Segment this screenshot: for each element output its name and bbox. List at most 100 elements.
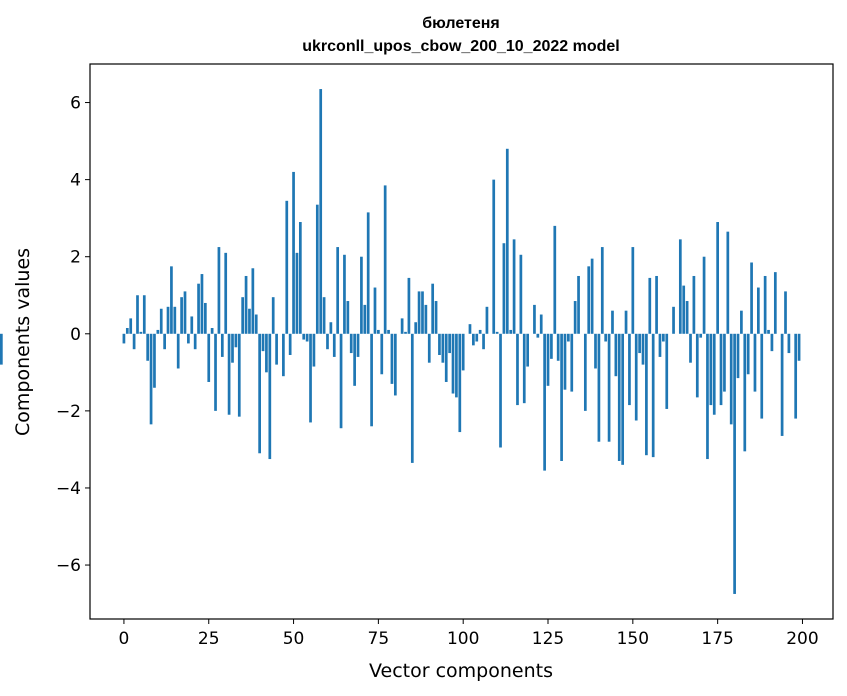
x-axis-ticks: 0 25 50 75 100 125 150 175 200 (119, 619, 819, 649)
bar (468, 324, 472, 334)
bar (285, 200, 289, 334)
bar (149, 333, 153, 425)
bar (193, 333, 197, 350)
bar (197, 283, 200, 334)
bar (539, 314, 543, 334)
bar (509, 329, 513, 334)
bar (444, 333, 448, 382)
bar (383, 185, 387, 334)
bar (427, 333, 431, 363)
bar (550, 333, 553, 359)
bar (421, 291, 424, 334)
bars-group (0, 89, 801, 594)
bar (492, 179, 496, 334)
bar (604, 333, 608, 342)
bar (129, 318, 133, 334)
bar (689, 333, 692, 363)
bar (336, 247, 340, 334)
bar (485, 306, 489, 334)
y-tick-label: −6 (56, 556, 81, 576)
bar (343, 254, 346, 334)
x-tick-label: 125 (532, 629, 564, 649)
bar (780, 333, 784, 436)
bar (451, 333, 455, 394)
bar (526, 333, 530, 367)
bar (716, 222, 719, 334)
x-axis-label: Vector components (369, 660, 553, 682)
bar (339, 333, 343, 429)
bar (614, 333, 618, 377)
y-tick-label: 6 (70, 94, 81, 114)
bar (621, 333, 625, 465)
bar (153, 333, 156, 388)
bar (740, 310, 743, 334)
bar (271, 297, 275, 334)
bar (448, 333, 451, 354)
bar (360, 256, 363, 334)
bar (217, 247, 221, 334)
bar (407, 277, 411, 334)
bar (156, 329, 160, 334)
bar (370, 333, 373, 427)
bar (417, 291, 421, 334)
bar (312, 333, 316, 367)
bar (380, 333, 384, 375)
bar (187, 333, 190, 344)
plot-area-frame (89, 63, 834, 620)
bar (353, 333, 356, 386)
bar (190, 316, 194, 334)
bar (556, 333, 560, 361)
bar (163, 333, 166, 350)
bar (349, 333, 353, 354)
bar (207, 333, 211, 382)
x-tick-label: 75 (368, 629, 390, 649)
bar (682, 285, 686, 334)
y-axis-ticks: −6 −4 −2 0 2 4 6 (56, 94, 90, 576)
bar (767, 329, 770, 334)
bar (594, 333, 597, 369)
bar (231, 333, 234, 363)
bar (662, 333, 665, 342)
bar (237, 333, 241, 417)
bar (244, 275, 248, 334)
bar (366, 212, 370, 334)
bar (787, 333, 791, 354)
bar (773, 272, 777, 334)
bar (298, 222, 302, 334)
bar (502, 243, 506, 334)
bar (329, 322, 333, 334)
bar (628, 333, 631, 406)
bar (645, 333, 648, 456)
bar (475, 333, 479, 342)
bar (288, 333, 292, 355)
bar (251, 268, 255, 334)
bar (794, 333, 798, 419)
bar (176, 333, 180, 369)
bar (265, 333, 268, 373)
bar (482, 333, 485, 350)
bar (261, 333, 265, 352)
x-tick-label: 25 (198, 629, 220, 649)
bar (685, 301, 689, 334)
bar (132, 333, 136, 350)
bar (763, 275, 767, 334)
bar (702, 256, 706, 334)
bar (275, 333, 278, 365)
bar (522, 333, 526, 404)
bar (234, 333, 238, 348)
bar (200, 274, 204, 334)
bar (224, 252, 228, 334)
bar (295, 252, 299, 334)
bar (183, 291, 187, 334)
bar (461, 333, 465, 371)
bar (570, 333, 574, 392)
bar (227, 333, 231, 415)
bar (173, 306, 177, 334)
bar (319, 89, 323, 334)
bar (170, 266, 173, 334)
x-tick-label: 150 (617, 629, 649, 649)
bar (438, 333, 441, 355)
bar (166, 306, 170, 334)
bar (393, 333, 397, 396)
bar (600, 247, 604, 334)
